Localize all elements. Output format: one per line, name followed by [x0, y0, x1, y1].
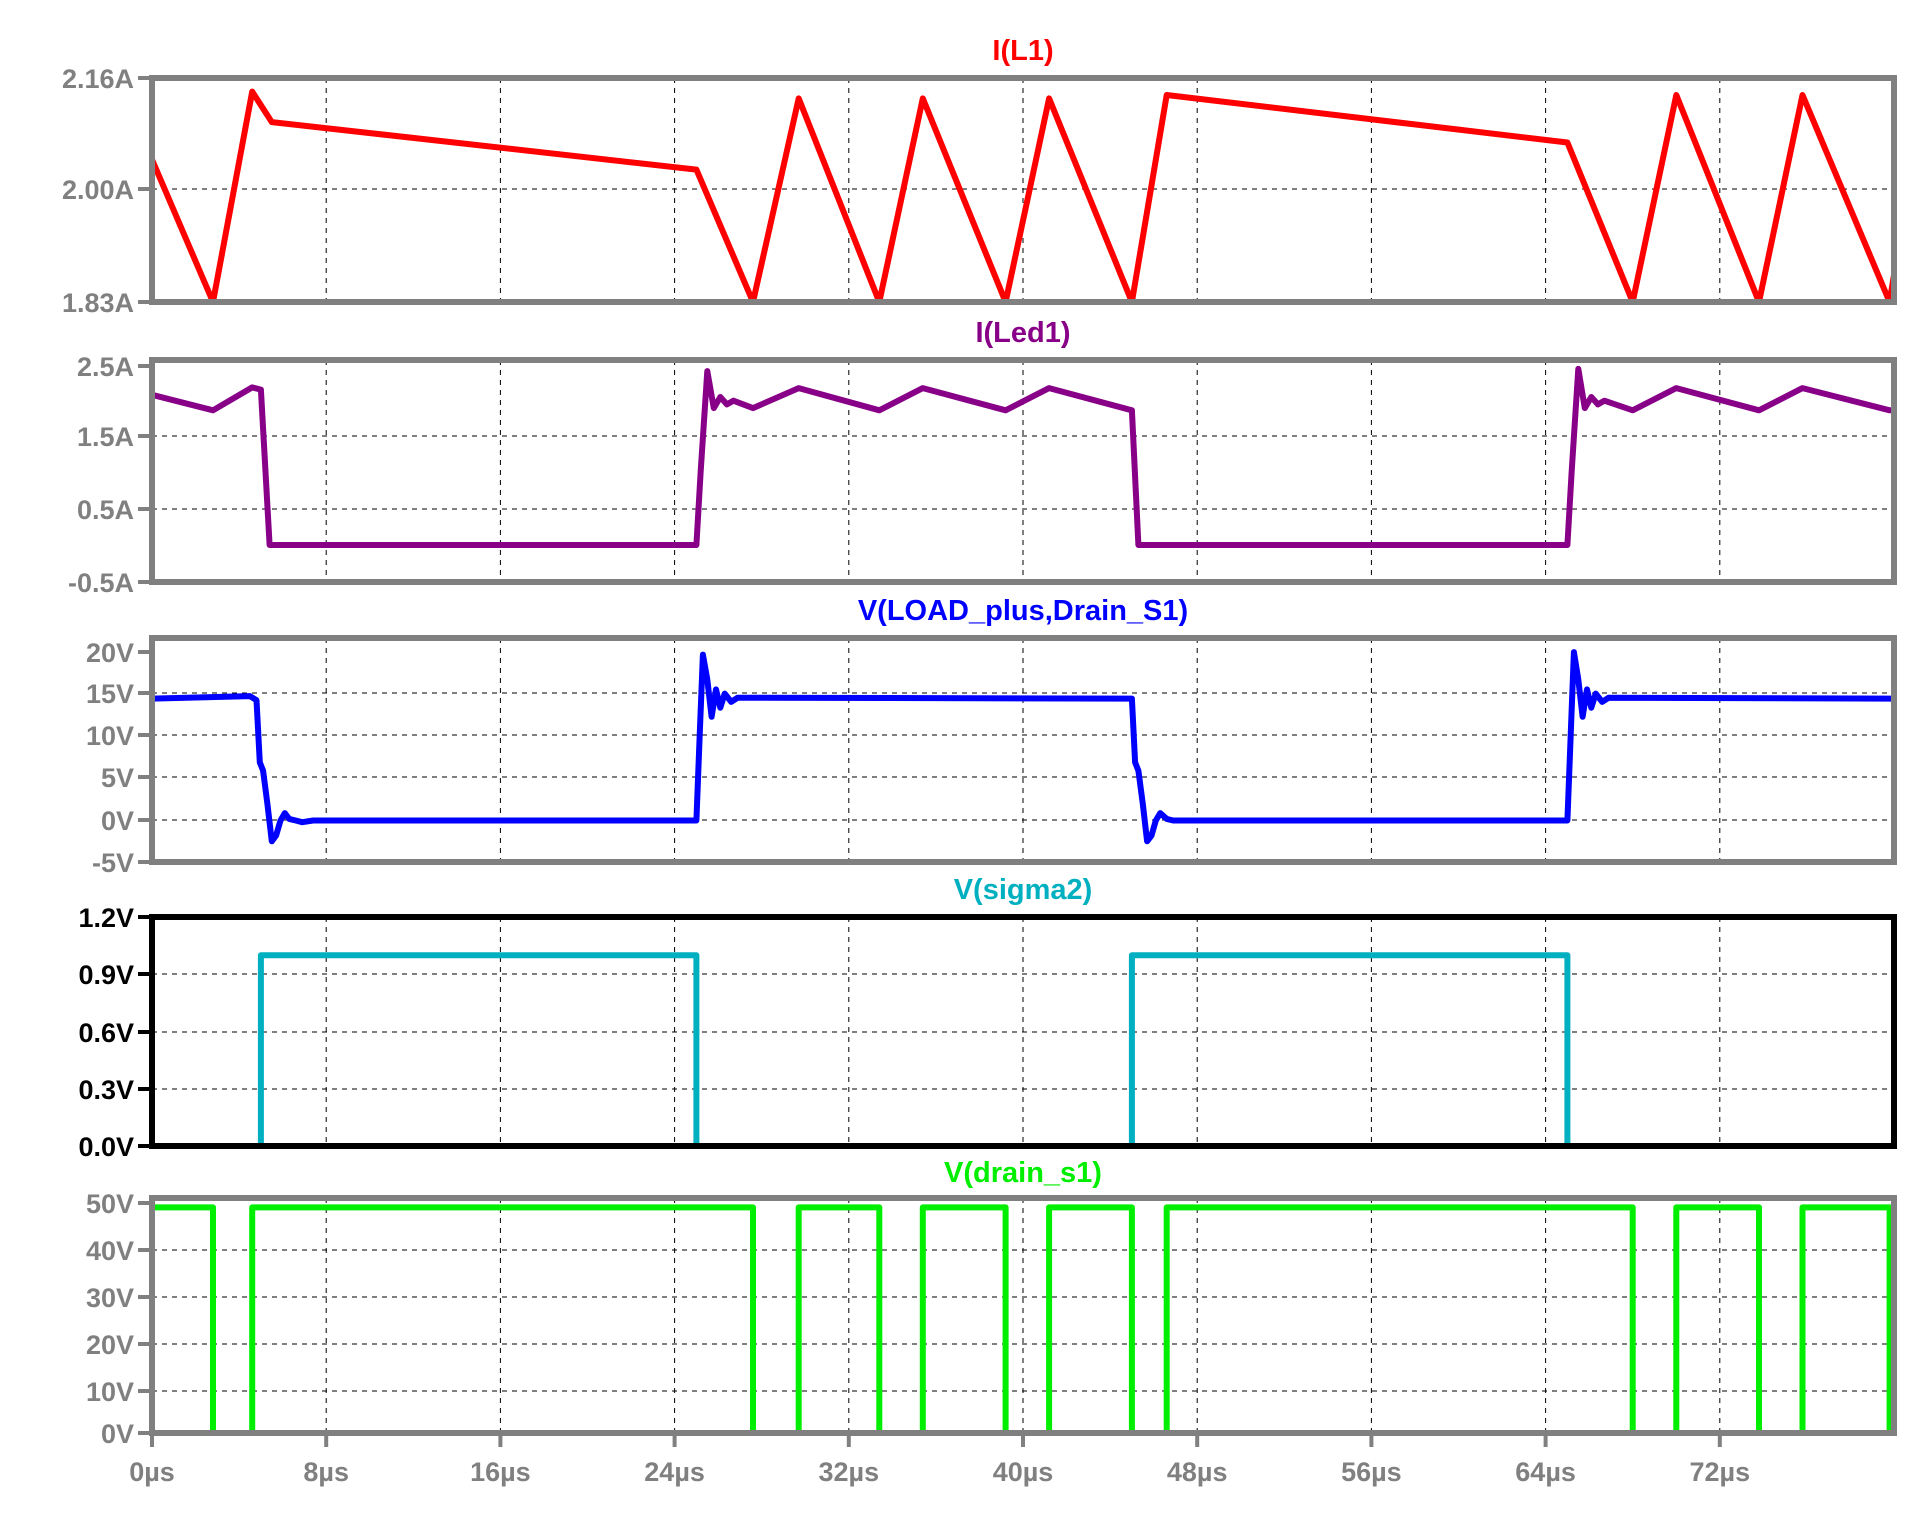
- y-tick-label: 0.3V: [78, 1075, 134, 1105]
- y-tick-label: 15V: [86, 679, 134, 709]
- y-tick-label: 5V: [101, 763, 134, 793]
- y-tick-label: 1.2V: [78, 903, 134, 933]
- y-tick-label: 2.16A: [62, 64, 134, 94]
- y-tick-label: -5V: [92, 848, 134, 878]
- y-tick-label: 0V: [101, 806, 134, 836]
- panel-3: 1.2V 0.9V 0.6V 0.3V 0.0V V(sigma2): [78, 874, 1897, 1162]
- x-tick-label: 8µs: [303, 1457, 349, 1487]
- x-tick-label: 72µs: [1689, 1457, 1750, 1487]
- x-tick-label: 32µs: [818, 1457, 879, 1487]
- panel-1: 2.5A 1.5A 0.5A -0.5A I(Led1): [68, 317, 1897, 598]
- y-tick-label: 1.83A: [62, 288, 134, 318]
- panel-4: 50V 40V 30V 20V 10V 0V V(drain_s1) 0µs 8µs 16µs 24…: [86, 1157, 1897, 1487]
- y-tick-label: 0.6V: [78, 1018, 134, 1048]
- x-tick-label: 64µs: [1515, 1457, 1576, 1487]
- x-tick-label: 0µs: [129, 1457, 175, 1487]
- panel-0: 2.16A 2.00A 1.83A I(L1): [62, 35, 1897, 318]
- plot-frame: [149, 357, 1897, 585]
- trace-1: [151, 365, 1894, 548]
- x-tick-label: 48µs: [1167, 1457, 1228, 1487]
- y-tick-label: 0.0V: [78, 1132, 134, 1162]
- y-tick-label: 50V: [86, 1189, 134, 1219]
- y-tick-label: 30V: [86, 1283, 134, 1313]
- x-tick-label: 16µs: [470, 1457, 531, 1487]
- trace-title: V(LOAD_plus,Drain_S1): [858, 595, 1188, 627]
- trace-title: I(L1): [992, 35, 1053, 67]
- y-tick-label: -0.5A: [68, 568, 134, 598]
- y-tick-label: 10V: [86, 1377, 134, 1407]
- x-tick-label: 40µs: [993, 1457, 1054, 1487]
- y-tick-label: 1.5A: [77, 422, 134, 452]
- y-tick-label: 0.9V: [78, 960, 134, 990]
- x-tick-label: 24µs: [644, 1457, 705, 1487]
- trace-title: V(sigma2): [954, 874, 1093, 906]
- trace-2: [151, 649, 1895, 845]
- trace-0: [149, 88, 1897, 305]
- x-tick-label: 56µs: [1341, 1457, 1402, 1487]
- y-tick-label: 2.5A: [77, 352, 134, 382]
- y-tick-label: 20V: [86, 1330, 134, 1360]
- trace-title: I(Led1): [975, 317, 1070, 349]
- y-tick-label: 40V: [86, 1236, 134, 1266]
- plot-frame: [149, 635, 1897, 865]
- y-tick-label: 0V: [101, 1419, 134, 1449]
- trace-4: [152, 1204, 1894, 1436]
- y-tick-label: 20V: [86, 638, 134, 668]
- y-tick-label: 10V: [86, 721, 134, 751]
- y-tick-label: 0.5A: [77, 495, 134, 525]
- panel-2: 20V 15V 10V 5V 0V -5V V(LOAD_plus,Drain_S1): [86, 595, 1897, 878]
- y-tick-label: 2.00A: [62, 175, 134, 205]
- trace-title: V(drain_s1): [944, 1157, 1102, 1189]
